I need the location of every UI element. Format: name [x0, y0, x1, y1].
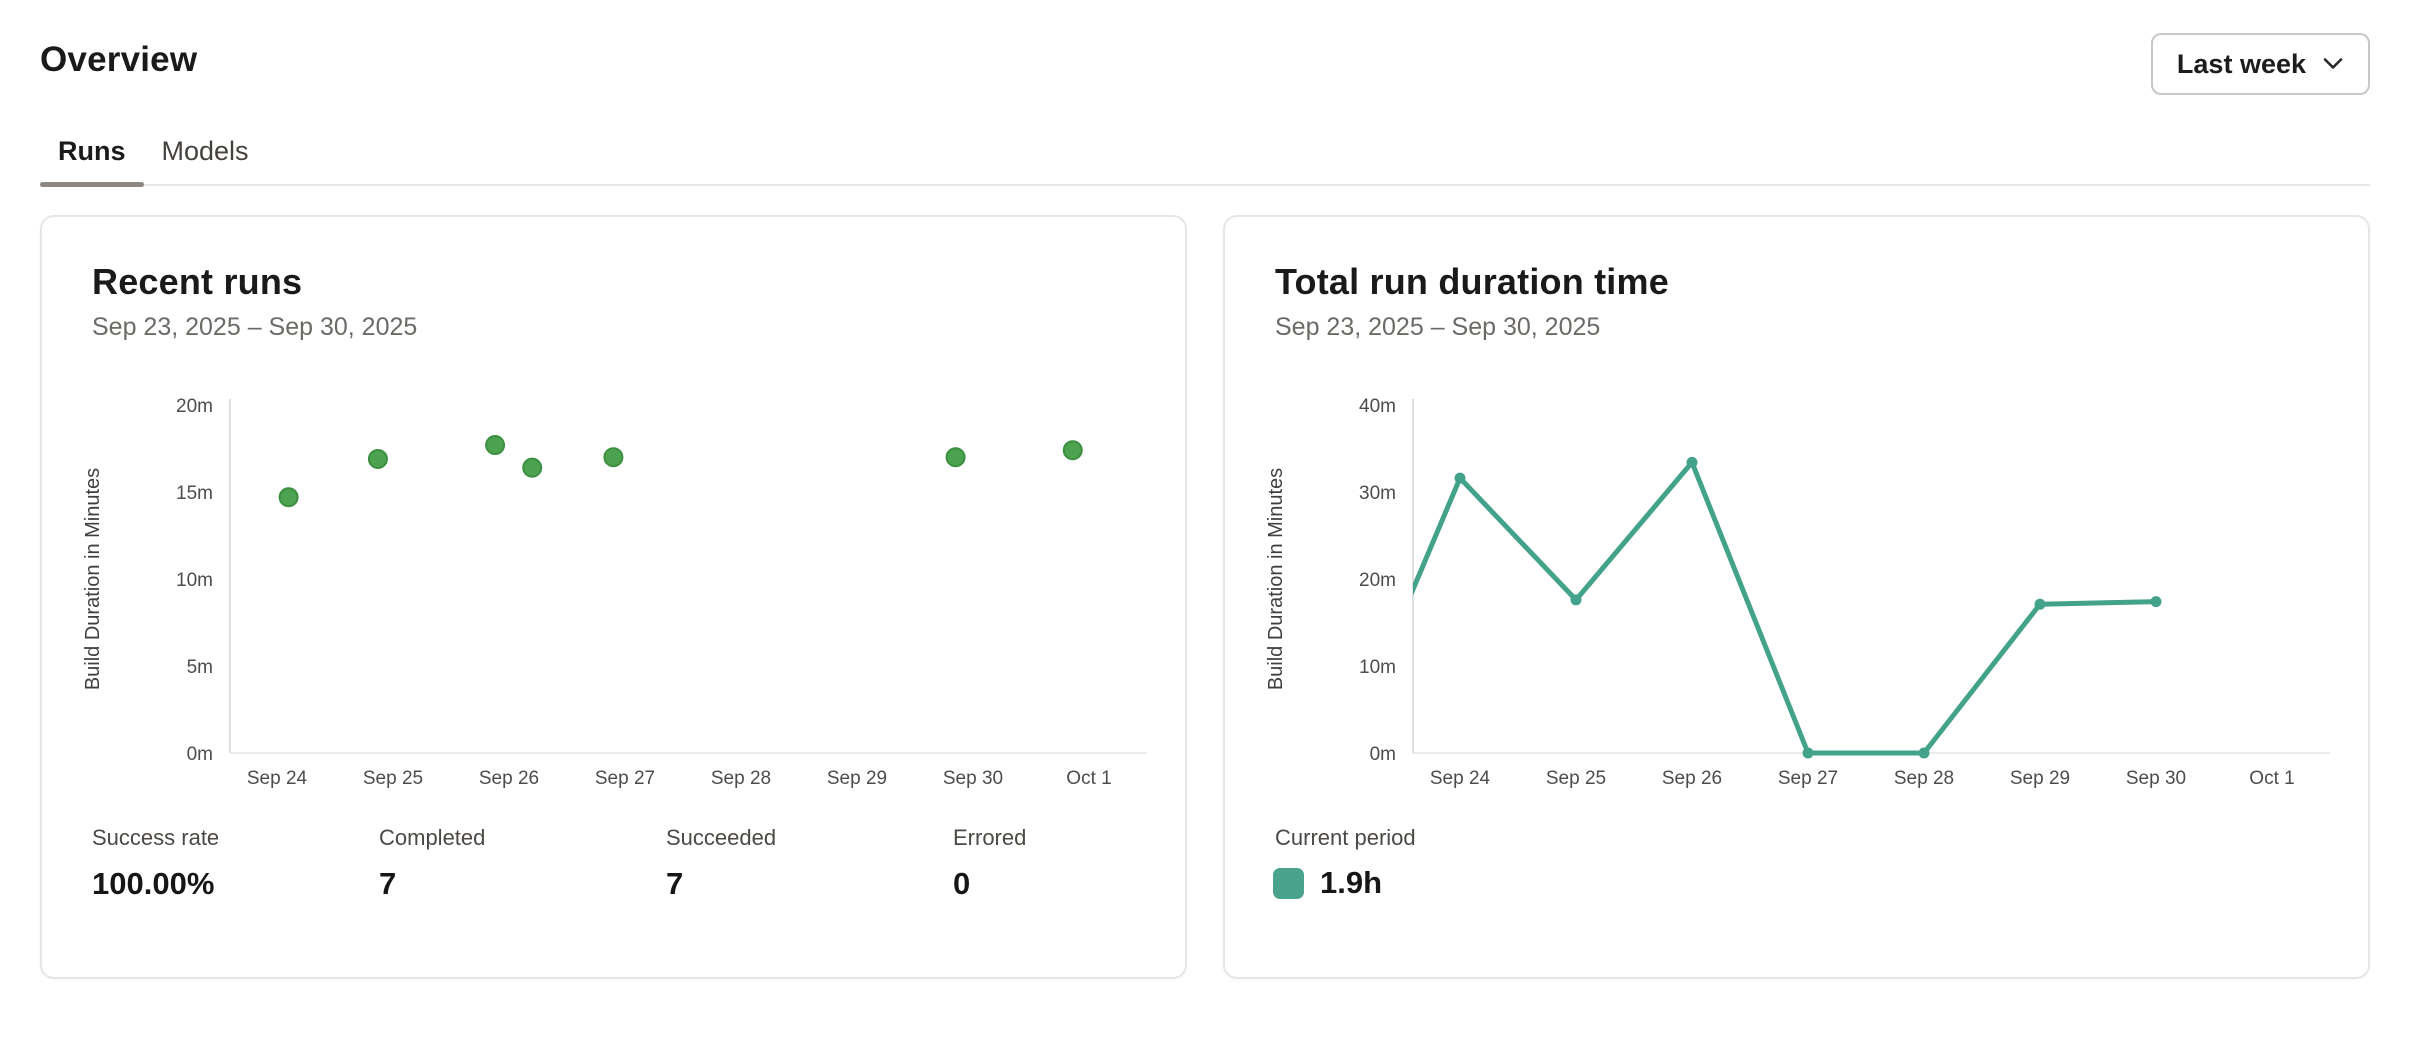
card-date-range: Sep 23, 2025 – Sep 30, 2025 — [1275, 313, 1601, 341]
scatter-point — [1062, 440, 1083, 461]
line-point — [2034, 598, 2046, 610]
x-tick-label: Oct 1 — [1066, 768, 1111, 789]
x-tick-label: Sep 24 — [1430, 768, 1491, 789]
period-dropdown-label: Last week — [2176, 48, 2306, 79]
page-title: Overview — [40, 40, 198, 79]
stat-value: 7 — [379, 866, 397, 901]
tab-models[interactable]: Models — [144, 136, 267, 184]
x-tick-label: Sep 30 — [2126, 768, 2186, 789]
stat-label: Success rate — [92, 825, 220, 850]
line-point — [1918, 747, 1930, 759]
cards-row: Recent runs Sep 23, 2025 – Sep 30, 2025 … — [40, 215, 2370, 979]
y-tick-label: 0m — [1370, 744, 1396, 765]
x-tick-label: Sep 26 — [1662, 768, 1722, 789]
line-point — [1802, 747, 1814, 759]
x-tick-label: Sep 26 — [479, 768, 539, 789]
y-tick-label: 20m — [1359, 570, 1396, 591]
run-stats: Success rate 100.00% Completed 7 Succeed… — [92, 825, 1240, 902]
scatter-point — [485, 435, 506, 456]
stat-completed: Completed 7 — [379, 825, 666, 902]
recent-runs-card: Recent runs Sep 23, 2025 – Sep 30, 2025 … — [40, 215, 1187, 979]
recent-runs-chart: 0m 5m 10m 15m 20m Sep 24 Sep 25 Sep 26 Sep 27 Sep… — [82, 396, 1147, 789]
line-point — [1686, 456, 1698, 468]
stat-success-rate: Success rate 100.00% — [92, 825, 379, 902]
card-title: Recent runs — [92, 261, 303, 302]
legend-value: 1.9h — [1320, 865, 1383, 900]
scatter-point — [278, 487, 299, 508]
x-tick-label: Sep 29 — [2010, 768, 2070, 789]
x-tick-label: Sep 30 — [943, 768, 1003, 789]
stat-label: Errored — [953, 825, 1027, 850]
y-tick-label: 30m — [1359, 483, 1396, 504]
chevron-down-icon — [2323, 58, 2343, 69]
y-axis-title: Build Duration in Minutes — [82, 468, 104, 690]
line-point — [1454, 472, 1466, 484]
y-axis-title: Build Duration in Minutes — [1265, 468, 1287, 690]
x-tick-label: Sep 27 — [1778, 768, 1838, 789]
scatter-point — [603, 447, 624, 468]
x-tick-label: Sep 27 — [595, 768, 655, 789]
stat-label: Completed — [379, 825, 486, 850]
current-period-swatch — [1273, 867, 1304, 899]
tab-models-label: Models — [161, 136, 249, 166]
line-point — [2150, 596, 2162, 608]
stat-label: Succeeded — [666, 825, 777, 850]
x-tick-label: Sep 25 — [363, 768, 423, 789]
period-dropdown[interactable]: Last week — [2150, 33, 2370, 95]
tabs-bar: Runs Models — [40, 136, 2370, 187]
legend-row: 1.9h — [1273, 865, 1382, 901]
legend-label: Current period — [1275, 825, 1416, 850]
x-tick-label: Sep 24 — [247, 768, 308, 789]
stat-succeeded: Succeeded 7 — [666, 825, 953, 902]
page-header: Overview Last week — [0, 0, 2414, 95]
x-tick-label: Sep 25 — [1546, 768, 1606, 789]
x-tick-label: Sep 28 — [711, 768, 771, 789]
y-tick-label: 20m — [176, 396, 213, 417]
stat-value: 0 — [953, 866, 971, 901]
scatter-point — [522, 457, 543, 478]
y-tick-label: 0m — [187, 744, 213, 765]
stat-value: 100.00% — [92, 866, 215, 901]
stat-value: 7 — [666, 866, 684, 901]
tab-runs[interactable]: Runs — [40, 136, 144, 187]
total-duration-card: Total run duration time Sep 23, 2025 – S… — [1223, 215, 2370, 979]
scatter-point — [945, 447, 966, 468]
x-tick-label: Oct 1 — [2249, 768, 2294, 789]
y-tick-label: 40m — [1359, 396, 1396, 417]
tab-runs-label: Runs — [58, 136, 126, 166]
card-title: Total run duration time — [1275, 261, 1669, 302]
trend-line — [1413, 459, 2159, 756]
x-tick-label: Sep 28 — [1894, 768, 1954, 789]
card-date-range: Sep 23, 2025 – Sep 30, 2025 — [92, 313, 418, 341]
duration-chart: 0m 10m 20m 30m 40m Sep 24 Sep 25 Sep 26 Sep 27 Se… — [1265, 396, 2330, 789]
y-tick-label: 10m — [176, 570, 213, 591]
y-tick-label: 15m — [176, 483, 213, 504]
stat-errored: Errored 0 — [953, 825, 1240, 902]
scatter-point — [367, 448, 388, 469]
x-tick-label: Sep 29 — [827, 768, 887, 789]
line-point — [1570, 594, 1582, 606]
y-tick-label: 10m — [1359, 657, 1396, 678]
y-tick-label: 5m — [187, 657, 213, 678]
